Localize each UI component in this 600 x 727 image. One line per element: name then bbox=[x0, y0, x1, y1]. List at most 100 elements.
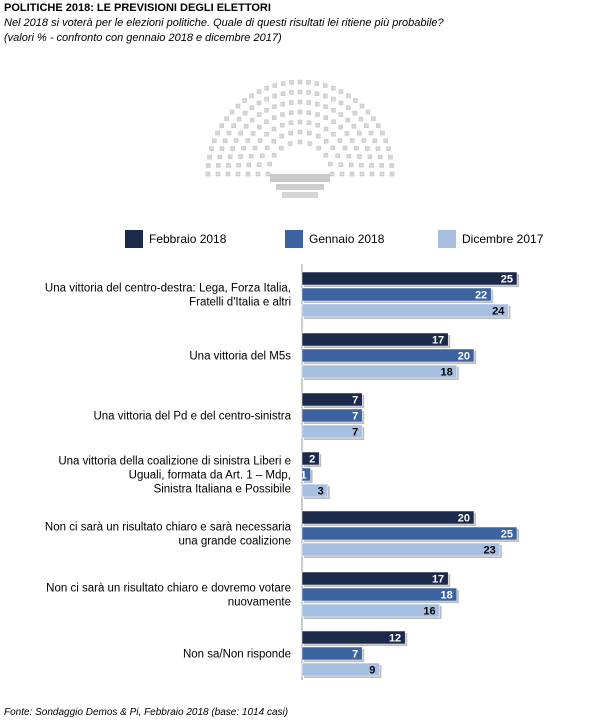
parliament-seat bbox=[297, 79, 303, 85]
parliament-seat bbox=[225, 171, 231, 177]
parliament-seat bbox=[257, 138, 263, 143]
bar-gennaio-2018 bbox=[301, 467, 311, 482]
category-label: Una vittoria della coalizione di sinistr… bbox=[58, 456, 291, 468]
parliament-seat bbox=[216, 163, 221, 168]
parliament-seat bbox=[338, 112, 344, 117]
parliament-seat bbox=[338, 124, 343, 130]
bar-febbraio-2018 bbox=[301, 392, 363, 407]
parliament-seat bbox=[271, 152, 277, 158]
legend-swatch-gennaio bbox=[285, 230, 303, 248]
parliament-seat bbox=[389, 171, 395, 177]
data-label: 17 bbox=[432, 574, 444, 586]
parliament-seat bbox=[297, 139, 303, 145]
parliament-seat bbox=[315, 112, 320, 117]
parliament-seat bbox=[226, 130, 232, 136]
parliament-seat bbox=[250, 117, 255, 123]
parliament-seat bbox=[307, 130, 312, 136]
bar-febbraio-2018 bbox=[301, 332, 449, 347]
parliament-seat bbox=[280, 112, 285, 117]
parliament-seat bbox=[331, 119, 336, 125]
chart-title: POLITICHE 2018: LE PREVISIONI DEGLI ELET… bbox=[4, 2, 271, 14]
parliament-seat bbox=[245, 171, 251, 177]
parliament-seat bbox=[264, 85, 270, 91]
data-label: 3 bbox=[318, 486, 324, 498]
parliament-seat bbox=[246, 162, 252, 168]
parliament-seat bbox=[346, 153, 352, 159]
category-label: Una vittoria del centro-destra: Lega, Fo… bbox=[45, 283, 291, 295]
category-label: Non ci sarà un risultato chiaro e sarà n… bbox=[45, 522, 292, 534]
parliament-seat bbox=[306, 110, 312, 115]
parliament-seat bbox=[288, 130, 293, 136]
category-label: Non sa/Non risponde bbox=[183, 649, 291, 661]
legend-label-gennaio: Gennaio 2018 bbox=[309, 232, 385, 246]
parliament-seat bbox=[226, 163, 231, 168]
legend-swatch-febbraio bbox=[125, 230, 143, 248]
parliament-seat bbox=[256, 112, 262, 117]
parliament-seat bbox=[245, 138, 251, 143]
parliament-seat bbox=[358, 116, 364, 122]
parliament-seat bbox=[338, 100, 344, 106]
parliament-seat bbox=[344, 131, 350, 136]
parliament-seat bbox=[357, 154, 362, 159]
data-label: 25 bbox=[501, 274, 513, 286]
parliament-seat bbox=[242, 98, 247, 103]
parliament-seat bbox=[219, 123, 225, 128]
parliament-seat bbox=[215, 130, 220, 136]
parliament-seat bbox=[205, 171, 211, 177]
bar-febbraio-2018 bbox=[301, 271, 518, 286]
parliament-seat bbox=[364, 123, 369, 129]
bar-dicembre-2017 bbox=[301, 424, 363, 439]
parliament-seat bbox=[345, 117, 350, 123]
parliament-seat bbox=[338, 162, 344, 167]
parliament-seat bbox=[287, 141, 293, 146]
parliament-seat bbox=[255, 171, 261, 177]
parliament-seat bbox=[365, 109, 371, 115]
source-note: Fonte: Sondaggio Demos & Pi, Febbraio 20… bbox=[4, 707, 289, 718]
parliament-seat bbox=[289, 80, 294, 85]
parliament-seat bbox=[271, 138, 277, 144]
parliament-seat bbox=[238, 130, 243, 136]
parliament-seat bbox=[357, 130, 362, 136]
parliament-seat bbox=[306, 90, 311, 95]
parliament-seat bbox=[236, 116, 242, 122]
data-label: 20 bbox=[458, 351, 470, 363]
parliament-seat bbox=[323, 93, 328, 99]
data-label: 23 bbox=[484, 545, 496, 557]
data-label: 16 bbox=[423, 606, 435, 618]
parliament-seat bbox=[256, 162, 262, 167]
parliament-seat bbox=[288, 120, 294, 126]
subtitle-question: Nel 2018 si voterà per le elezioni polit… bbox=[4, 17, 444, 29]
parliament-seat bbox=[377, 154, 383, 160]
data-label: 22 bbox=[475, 290, 487, 302]
parliament-seat bbox=[323, 138, 329, 144]
parliament-seat bbox=[322, 83, 328, 88]
speaker-podium bbox=[270, 174, 330, 198]
parliament-seat bbox=[297, 109, 303, 115]
parliament-seat bbox=[229, 109, 235, 115]
data-label: 18 bbox=[441, 590, 453, 602]
parliament-seat bbox=[289, 90, 294, 95]
parliament-seat bbox=[250, 131, 256, 136]
parliament-seat bbox=[209, 146, 214, 152]
parliament-seat bbox=[297, 99, 303, 105]
parliament-seat bbox=[279, 133, 285, 139]
parliament-seat bbox=[379, 171, 385, 177]
bar-dicembre-2017 bbox=[301, 364, 458, 379]
data-label: 20 bbox=[458, 513, 470, 525]
category-label: una grande coalizione bbox=[178, 536, 291, 548]
parliament-seat bbox=[297, 129, 303, 135]
parliament-seat bbox=[222, 138, 228, 143]
parliament-seat bbox=[249, 105, 255, 110]
parliament-seat bbox=[359, 171, 365, 177]
parliament-seat bbox=[379, 163, 384, 168]
parliament-seat bbox=[368, 130, 374, 136]
parliament-seat bbox=[328, 161, 333, 167]
parliament-seat bbox=[259, 153, 265, 159]
bar-dicembre-2017 bbox=[301, 542, 501, 557]
parliament-seat bbox=[264, 145, 270, 151]
parliament-seat bbox=[280, 91, 286, 97]
parliament-seat bbox=[323, 104, 328, 109]
data-label: 24 bbox=[492, 306, 505, 318]
parliament-seat bbox=[331, 107, 336, 113]
parliament-seat bbox=[206, 163, 211, 168]
